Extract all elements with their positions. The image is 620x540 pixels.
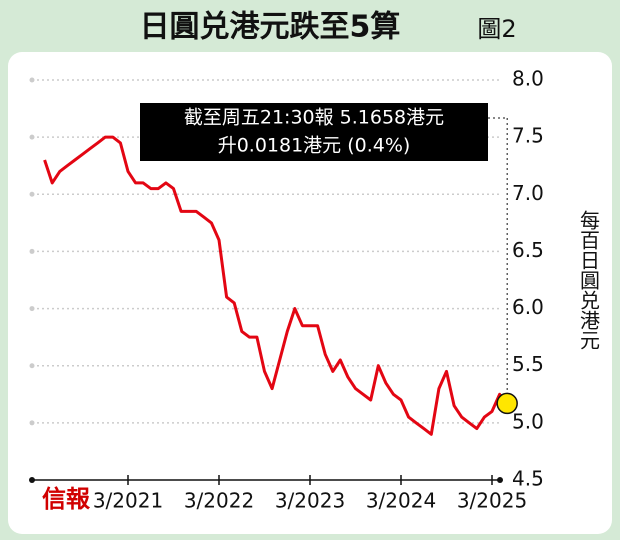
x-tick-label: 3/2024: [366, 489, 436, 513]
x-tick-label: 3/2023: [275, 489, 345, 513]
chart-subtitle: 圖2: [477, 15, 516, 43]
chart-title: 日圓兑港元跌至5算: [140, 10, 401, 45]
grid-dot: [29, 363, 35, 369]
y-tick-label: 5.5: [512, 352, 544, 376]
annotation: 截至周五21:30報 5.1658港元: [184, 107, 444, 129]
y-axis-label: 每百日圓兑港元: [577, 210, 601, 350]
y-tick-label: 5.0: [512, 409, 544, 433]
annotation: 升0.0181港元 (0.4%): [218, 135, 411, 157]
y-tick-label: 6.0: [512, 295, 544, 319]
grid-dot: [29, 248, 35, 254]
grid-dot: [29, 191, 35, 197]
x-tick-label: 3/2021: [93, 489, 163, 513]
y-tick-label: 7.5: [512, 124, 544, 148]
y-tick-label: 4.5: [512, 467, 544, 491]
axis-dot: [29, 477, 35, 483]
grid-dot: [29, 306, 35, 312]
x-tick-label: 3/2022: [184, 489, 254, 513]
annotation-box: [140, 103, 488, 161]
axis-dot: [497, 477, 503, 483]
series-line: [43, 135, 509, 436]
x-tick-label: 3/2025: [457, 489, 527, 513]
y-tick-label: 8.0: [512, 67, 544, 91]
grid-dot: [29, 77, 35, 83]
grid-dot: [29, 134, 35, 140]
grid-dot: [29, 420, 35, 426]
y-tick-label: 6.5: [512, 238, 544, 262]
highlight-point: [496, 392, 518, 415]
y-tick-label: 7.0: [512, 181, 544, 205]
logo: 信報: [42, 485, 91, 513]
